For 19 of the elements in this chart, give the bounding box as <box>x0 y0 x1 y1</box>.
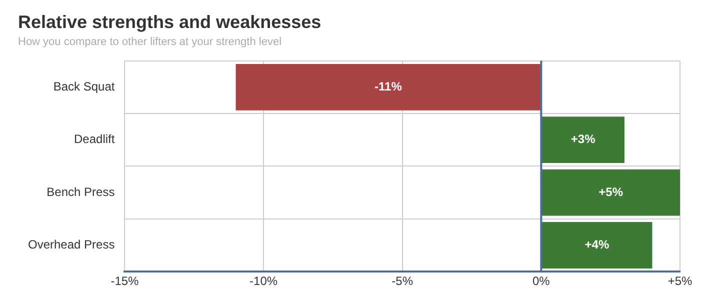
x-tick-label: -15% <box>110 274 140 288</box>
bar <box>542 116 624 164</box>
y-tick-label: Bench Press <box>46 184 115 199</box>
x-tick-label: +5% <box>668 274 692 288</box>
x-tick-label: -5% <box>392 274 414 288</box>
y-tick-label: Deadlift <box>74 132 116 146</box>
x-tick-label: -10% <box>250 274 278 288</box>
data-label: +5% <box>598 184 624 199</box>
x-tick-label: 0% <box>532 274 550 288</box>
bar <box>236 64 541 110</box>
y-tick-label: Overhead Press <box>28 238 115 252</box>
chart-title: Relative strengths and weaknesses <box>18 12 322 32</box>
bar <box>542 222 652 268</box>
bar <box>542 169 680 216</box>
data-label: +4% <box>584 238 610 252</box>
data-label: -11% <box>374 79 402 94</box>
y-tick-label: Back Squat <box>53 79 116 94</box>
data-label: +3% <box>570 132 596 146</box>
chart-subtitle: How you compare to other lifters at your strength level <box>18 36 282 48</box>
